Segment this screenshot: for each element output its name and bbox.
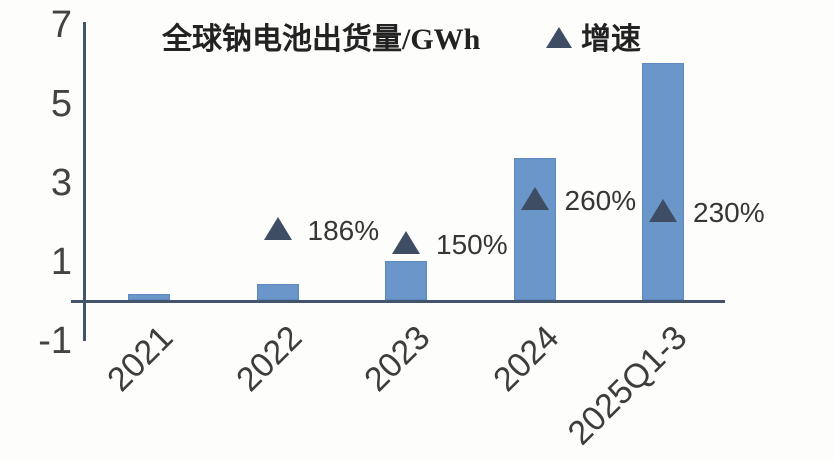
growth-triangle-2025Q1-3 <box>649 199 677 223</box>
legend-label-growth: 增速 <box>581 23 641 56</box>
growth-triangle-2022 <box>263 216 292 240</box>
y-axis-tick-label: 7 <box>50 3 72 46</box>
legend-item-shipments: 全球钠电池出货量/GWh <box>133 14 480 58</box>
y-axis-tick-label: 3 <box>50 161 72 204</box>
y-axis-tick-label: 1 <box>50 240 72 283</box>
bar-2024 <box>513 157 556 300</box>
legend-label-shipments: 全球钠电池出货量/GWh <box>162 23 481 56</box>
growth-value-label: 230% <box>693 197 765 229</box>
x-axis-tick-label: 2021 <box>100 318 181 399</box>
bar-2022 <box>256 284 299 300</box>
growth-value-label: 260% <box>564 185 637 217</box>
x-axis-line <box>71 299 725 303</box>
x-axis-tick-label: 2023 <box>357 318 438 399</box>
bar-series-marker-icon <box>133 27 153 47</box>
y-axis-tick-label: 5 <box>50 82 72 125</box>
y-axis-tick-label: -1 <box>38 319 72 362</box>
triangle-series-marker-icon <box>546 26 572 48</box>
growth-triangle-2024 <box>520 187 549 211</box>
x-axis-tick-label: 2025Q1-3 <box>560 318 695 453</box>
x-axis-tick-label: 2022 <box>228 318 309 399</box>
y-axis-line <box>83 22 86 341</box>
growth-value-label: 186% <box>307 214 380 246</box>
growth-value-label: 150% <box>436 228 508 260</box>
bar-2021 <box>128 294 170 300</box>
bar-2025Q1-3 <box>642 63 684 300</box>
growth-triangle-2023 <box>392 230 420 254</box>
x-axis-tick-label: 2024 <box>485 318 566 399</box>
bar-2023 <box>385 260 427 300</box>
legend-item-growth: 增速 <box>546 14 641 58</box>
